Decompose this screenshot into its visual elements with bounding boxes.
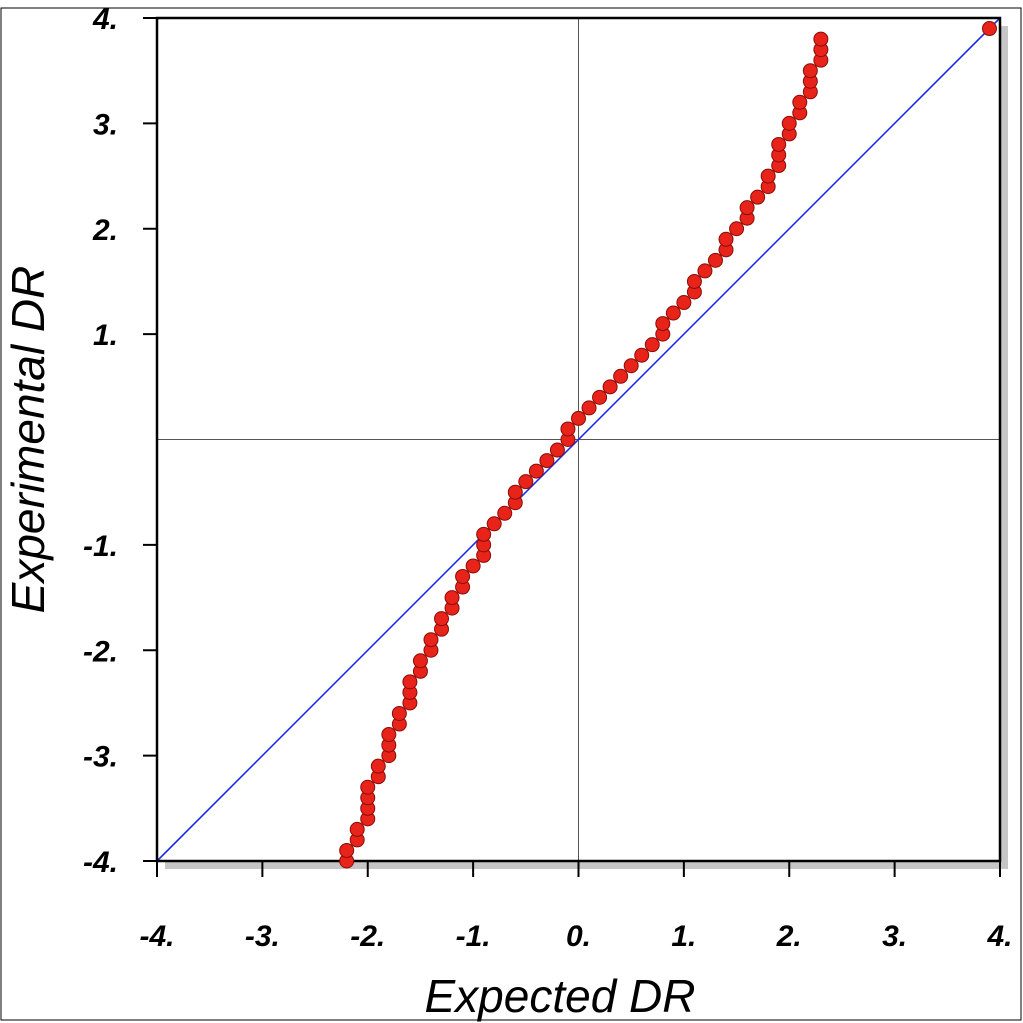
data-point [581, 400, 597, 416]
data-point [455, 568, 471, 584]
data-point [497, 505, 513, 521]
data-point [507, 484, 523, 500]
data-point [518, 474, 534, 490]
data-point [634, 347, 650, 363]
data-point [655, 316, 671, 332]
data-point [602, 379, 618, 395]
data-point [718, 231, 734, 247]
x-tick-label: -1. [456, 920, 491, 953]
data-point [571, 410, 586, 426]
data-point [539, 453, 555, 469]
data-point [981, 21, 997, 37]
data-point [549, 442, 565, 458]
data-point [370, 758, 386, 774]
x-tick-label: -2. [350, 920, 385, 953]
data-point [560, 421, 576, 437]
y-tick-label: 1. [93, 319, 118, 352]
data-point [771, 136, 787, 152]
data-point [760, 168, 776, 184]
x-tick-label: 2. [776, 920, 802, 953]
x-tick-label: 1. [671, 920, 696, 953]
data-point [412, 653, 428, 669]
data-point [729, 221, 745, 237]
y-tick-label: 3. [93, 108, 118, 141]
plot-shadow-bottom [165, 861, 1008, 869]
plot-shadow-right [1000, 26, 1008, 869]
data-point [465, 558, 481, 574]
data-point [813, 31, 829, 47]
data-point [750, 189, 766, 205]
y-tick-label: -2. [83, 635, 118, 668]
data-point [665, 305, 681, 321]
data-point [613, 368, 629, 384]
data-point [676, 295, 692, 311]
x-tick-label: -3. [245, 920, 280, 953]
data-point [528, 463, 544, 479]
data-point [381, 727, 397, 743]
data-point [644, 337, 660, 353]
reference-line [156, 17, 1001, 862]
y-tick-label: -3. [83, 741, 118, 774]
y-tick-label: -4. [83, 846, 118, 879]
data-point [781, 115, 797, 131]
data-point [623, 358, 639, 374]
y-tick-label: 4. [92, 3, 118, 36]
data-point [697, 263, 713, 279]
data-point [402, 674, 418, 690]
x-tick-label: 3. [882, 920, 907, 953]
y-tick-label: -1. [83, 530, 118, 563]
data-point [707, 252, 723, 268]
x-tick-label: -4. [139, 920, 174, 953]
data-point [339, 842, 355, 858]
x-axis-title: Expected DR [424, 970, 695, 1022]
x-tick-label: 4. [986, 920, 1012, 953]
y-tick-label: 2. [92, 214, 118, 247]
data-point [686, 273, 702, 289]
data-point [423, 632, 439, 648]
data-point [444, 590, 460, 606]
y-axis-title: Experimental DR [2, 266, 54, 614]
data-point [360, 779, 376, 795]
data-point [391, 705, 407, 721]
data-point [476, 526, 492, 542]
x-tick-label: 0. [566, 920, 591, 953]
data-point [434, 611, 450, 627]
data-point [349, 821, 365, 837]
data-point [592, 389, 608, 405]
data-point [802, 63, 818, 79]
data-point [792, 94, 808, 110]
data-point [739, 200, 755, 216]
data-point [486, 516, 502, 532]
